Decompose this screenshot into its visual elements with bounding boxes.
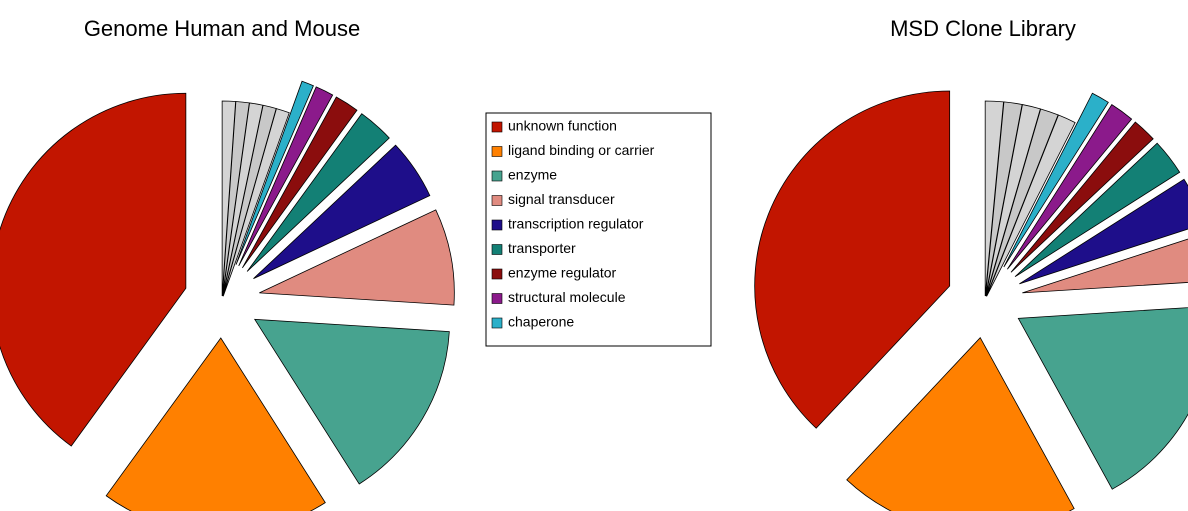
- legend-swatch: [491, 146, 503, 157]
- pie-slice: [984, 100, 1004, 297]
- legend-label: enzyme: [508, 167, 557, 183]
- pie-slice: [0, 92, 187, 447]
- pie-slice: [754, 90, 951, 429]
- pie-slice: [221, 100, 237, 297]
- legend-swatch: [491, 170, 503, 182]
- legend-swatch: [491, 219, 503, 231]
- legend-swatch: [491, 244, 503, 255]
- pie-slice: [253, 144, 431, 280]
- pie-slice: [1014, 142, 1181, 278]
- legend-box: [485, 112, 712, 347]
- pie-slice: [1003, 92, 1109, 268]
- pie-slice: [1019, 178, 1188, 285]
- pie-slice: [1022, 238, 1188, 294]
- legend-label: ligand binding or carrier: [508, 142, 655, 158]
- pie-slice: [246, 113, 390, 272]
- pie-slice: [238, 86, 334, 267]
- legend-label: chaperone: [508, 314, 574, 330]
- legend-swatch: [491, 195, 503, 206]
- pie-slice: [253, 318, 450, 485]
- legend-swatch: [491, 268, 503, 280]
- pie-slice: [1017, 307, 1188, 490]
- legend-swatch: [491, 293, 503, 304]
- chart-title: Genome Human and Mouse: [84, 16, 360, 41]
- legend-label: transcription regulator: [508, 216, 644, 232]
- legend-swatch: [491, 317, 503, 329]
- legend-label: enzyme regulator: [508, 265, 617, 281]
- legend-label: transporter: [508, 240, 576, 256]
- pie-slice: [105, 337, 326, 511]
- pie-slice: [1007, 104, 1133, 270]
- legend-label: structural molecule: [508, 289, 626, 305]
- legend-swatch: [491, 121, 503, 133]
- pie-slice: [1010, 121, 1154, 273]
- pie-slice: [235, 80, 314, 265]
- legend-label: signal transducer: [508, 191, 615, 207]
- pie-slice: [242, 96, 358, 269]
- pie-slice: [259, 209, 455, 306]
- legend-label: unknown function: [508, 118, 617, 134]
- chart-title: MSD Clone Library: [890, 16, 1076, 41]
- pie-slice: [846, 337, 1075, 511]
